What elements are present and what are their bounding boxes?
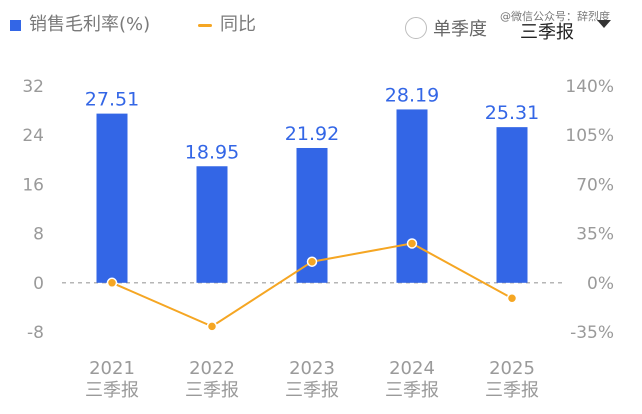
yoy-point	[406, 238, 418, 249]
yoy-point	[306, 256, 318, 267]
left-tick-label: -8	[27, 323, 44, 343]
right-tick-label: 105%	[565, 126, 614, 146]
bar-value-label: 21.92	[285, 123, 339, 145]
x-tick-sublabel: 三季报	[385, 380, 439, 401]
bar	[196, 166, 228, 283]
legend-item-bar[interactable]: 销售毛利率(%)	[10, 14, 150, 36]
x-tick-sublabel: 三季报	[485, 380, 539, 401]
toolbar: 销售毛利率(%) 同比 @微信公众号：辞烈度 单季度 三季报	[0, 0, 642, 56]
single-quarter-label: 单季度	[433, 19, 487, 40]
left-tick-label: 24	[22, 126, 44, 146]
bar-value-label: 28.19	[385, 84, 439, 106]
x-tick-label: 2025	[489, 358, 535, 379]
left-tick-label: 32	[22, 77, 44, 97]
right-tick-label: 0%	[587, 274, 614, 294]
line-swatch	[198, 23, 212, 27]
period-dropdown[interactable]: 三季报	[520, 22, 574, 43]
x-tick-label: 2024	[389, 358, 435, 379]
bar	[96, 113, 128, 283]
right-axis: 140% 105% 70% 35% 0% -35%	[565, 77, 614, 343]
bar	[396, 109, 428, 283]
legend-line-label: 同比	[220, 14, 256, 35]
single-quarter-radio[interactable]	[405, 17, 427, 39]
bar	[496, 127, 528, 283]
x-tick-label: 2023	[289, 358, 335, 379]
chevron-down-icon[interactable]	[597, 20, 611, 28]
legend-bar-label: 销售毛利率(%)	[29, 14, 151, 35]
right-tick-label: 140%	[565, 77, 614, 97]
bar-value-label: 27.51	[85, 89, 139, 111]
bar-swatch	[10, 19, 21, 31]
x-tick-label: 2021	[89, 358, 135, 379]
bar-value-label: 18.95	[185, 141, 239, 163]
right-tick-label: -35%	[570, 323, 614, 343]
right-tick-label: 35%	[576, 225, 614, 245]
yoy-point	[106, 277, 118, 289]
legend-item-line[interactable]: 同比	[198, 14, 256, 36]
left-axis: 32 24 16 8 0 -8	[22, 77, 44, 343]
yoy-point	[506, 293, 518, 304]
x-tick-sublabel: 三季报	[85, 380, 139, 401]
left-tick-label: 0	[33, 274, 44, 294]
yoy-point	[206, 321, 218, 332]
watermark: @微信公众号：辞烈度	[500, 10, 610, 23]
left-tick-label: 16	[22, 175, 44, 195]
left-tick-label: 8	[33, 225, 44, 245]
bar-value-label: 25.31	[485, 102, 539, 124]
right-tick-label: 70%	[576, 175, 614, 195]
bar-series: 27.51 18.95 21.92 28.19 25.31	[85, 84, 539, 283]
line-series	[106, 238, 518, 332]
x-tick-sublabel: 三季报	[185, 380, 239, 401]
x-tick-label: 2022	[189, 358, 235, 379]
x-tick-sublabel: 三季报	[285, 380, 339, 401]
